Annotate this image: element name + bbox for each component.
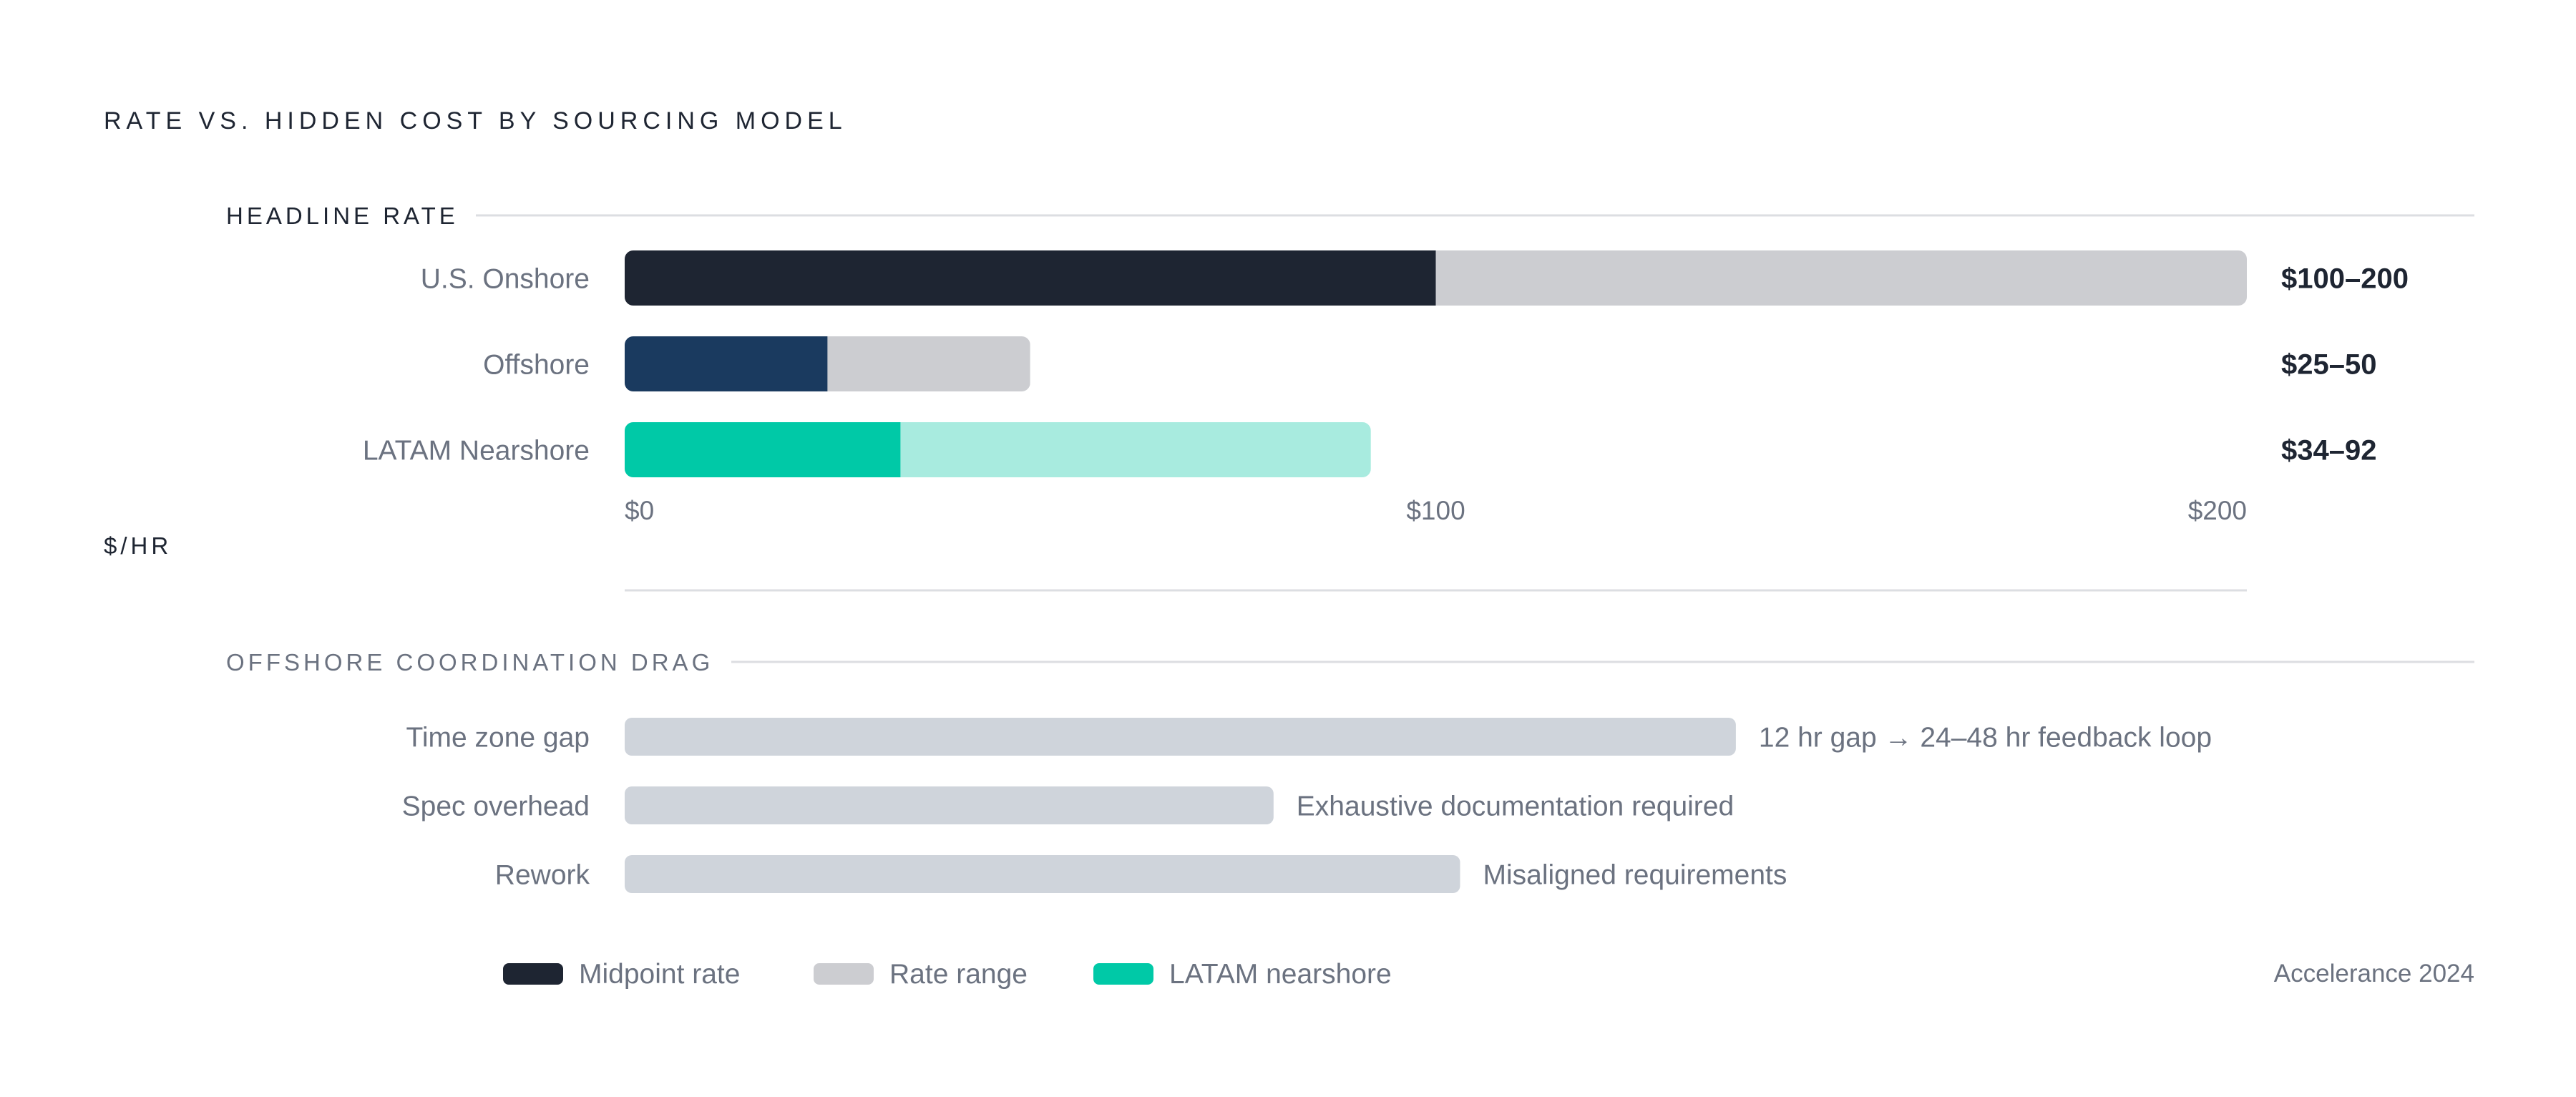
rate-row-label: Offshore bbox=[483, 350, 590, 381]
rate-unit-label: $/HR bbox=[104, 532, 172, 559]
drag-note: Misaligned requirements bbox=[1483, 860, 1787, 891]
rate-midpoint-bar bbox=[625, 422, 901, 477]
legend-label: Rate range bbox=[889, 959, 1028, 990]
rate-panel: HEADLINE RATE U.S. Onshore $100–200 Offsho… bbox=[104, 203, 2474, 592]
drag-panel-title: OFFSHORE COORDINATION DRAG bbox=[226, 649, 713, 676]
legend-swatch bbox=[814, 963, 874, 985]
rate-value-label: $34–92 bbox=[2281, 435, 2376, 467]
drag-bar bbox=[625, 786, 1274, 824]
drag-note: 12 hr gap → 24–48 hr feedback loop bbox=[1759, 723, 2212, 754]
drag-row-label: Time zone gap bbox=[406, 723, 590, 754]
rate-rows: U.S. Onshore $100–200 Offshore $25–50 LATAM … bbox=[363, 250, 2409, 477]
rate-axis-tick-label: $200 bbox=[2188, 496, 2247, 525]
rate-panel-title: HEADLINE RATE bbox=[226, 203, 459, 229]
drag-row-label: Rework bbox=[495, 860, 590, 891]
rate-axis-tick-label: $100 bbox=[1406, 496, 1465, 525]
rate-value-label: $25–50 bbox=[2281, 349, 2376, 381]
legend-label: Midpoint rate bbox=[579, 959, 740, 990]
drag-note: Exhaustive documentation required bbox=[1297, 791, 1734, 822]
drag-row-label: Spec overhead bbox=[402, 791, 590, 822]
source-label: Accelerance 2024 bbox=[2274, 960, 2474, 988]
rate-row-label: LATAM Nearshore bbox=[363, 436, 590, 467]
rate-midpoint-bar bbox=[625, 336, 828, 391]
legend-item: Midpoint rate bbox=[503, 959, 740, 990]
legend-item: Rate range bbox=[814, 959, 1028, 990]
chart-title: RATE VS. HIDDEN COST BY SOURCING MODEL bbox=[104, 107, 847, 135]
drag-panel: OFFSHORE COORDINATION DRAG Time zone gap… bbox=[226, 649, 2474, 893]
legend-swatch bbox=[1093, 963, 1153, 985]
rate-value-label: $100–200 bbox=[2281, 263, 2409, 295]
drag-rows: Time zone gap 12 hr gap → 24–48 hr feedba… bbox=[402, 718, 2212, 893]
rate-midpoint-bar bbox=[625, 250, 1436, 306]
legend-label: LATAM nearshore bbox=[1169, 959, 1392, 990]
rate-axis-tick-label: $0 bbox=[625, 496, 654, 525]
rate-axis-ticks: $0 $100 $200 bbox=[625, 496, 2247, 525]
rate-row: U.S. Onshore $100–200 bbox=[421, 250, 2409, 306]
drag-bar bbox=[625, 718, 1736, 756]
legend-swatch bbox=[503, 963, 563, 985]
rate-row: LATAM Nearshore $34–92 bbox=[363, 422, 2376, 477]
rate-row-label: U.S. Onshore bbox=[421, 264, 590, 295]
drag-bar bbox=[625, 855, 1460, 893]
legend: Midpoint rate Rate range LATAM nearshore bbox=[503, 959, 1392, 990]
rate-row: Offshore $25–50 bbox=[483, 336, 2376, 391]
drag-row: Time zone gap 12 hr gap → 24–48 hr feedba… bbox=[406, 718, 2212, 756]
drag-row: Rework Misaligned requirements bbox=[495, 855, 1787, 893]
legend-item: LATAM nearshore bbox=[1093, 959, 1392, 990]
drag-row: Spec overhead Exhaustive documentation re… bbox=[402, 786, 1734, 824]
